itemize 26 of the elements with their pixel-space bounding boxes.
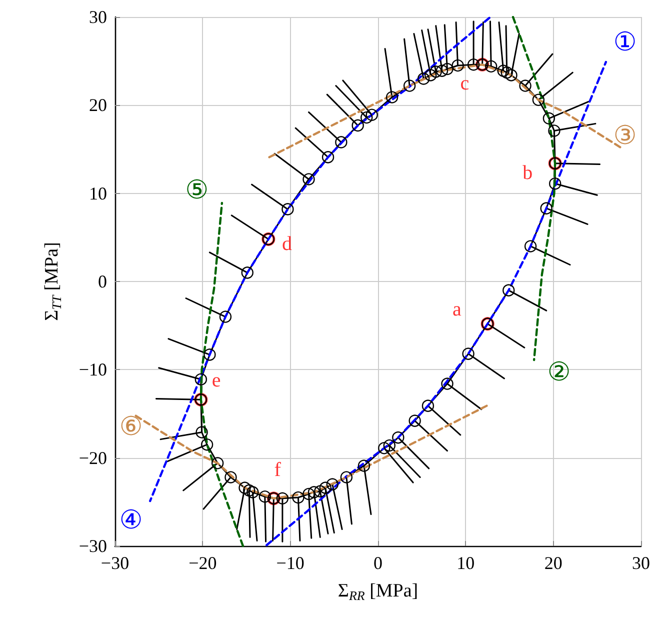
data-label: c	[460, 72, 470, 94]
series-label: ⑥	[119, 412, 143, 442]
x-tick-label: 30	[632, 553, 650, 573]
series-label: ②	[547, 357, 571, 388]
data-label: a	[452, 298, 462, 321]
data-label: b	[522, 162, 533, 184]
x-tick-label: −20	[188, 553, 217, 573]
x-tick-label: 20	[544, 553, 562, 573]
data-label: f	[274, 459, 282, 482]
y-tick-label: −30	[78, 536, 107, 556]
y-axis-title: ΣTT [MPa]	[42, 242, 64, 321]
data-label: e	[212, 370, 221, 392]
y-tick-label: 30	[89, 7, 107, 27]
y-tick-label: 0	[98, 272, 107, 292]
y-tick-label: 20	[89, 95, 107, 116]
series-label: ③	[613, 121, 637, 152]
series-label: ⑤	[185, 176, 209, 206]
x-tick-label: 0	[374, 553, 382, 573]
y-tick-label: −20	[78, 448, 107, 468]
data-label: d	[282, 232, 292, 255]
series-label: ①	[613, 28, 637, 58]
series-label: ④	[119, 505, 143, 536]
x-tick-label: −10	[276, 553, 304, 573]
y-tick-label: 10	[89, 183, 107, 204]
x-tick-label: 10	[456, 553, 475, 573]
y-tick-label: −10	[78, 360, 107, 380]
